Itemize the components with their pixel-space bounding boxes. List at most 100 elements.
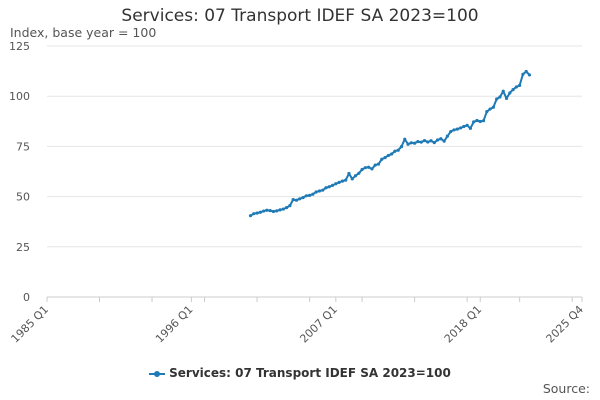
data-point[interactable] — [304, 194, 308, 198]
data-point[interactable] — [347, 171, 351, 176]
data-point[interactable] — [301, 196, 305, 200]
data-point[interactable] — [252, 212, 256, 216]
data-point[interactable] — [311, 192, 315, 196]
data-point[interactable] — [376, 162, 381, 166]
data-point[interactable] — [485, 110, 489, 114]
data-point[interactable] — [527, 73, 532, 77]
data-point[interactable] — [271, 209, 276, 214]
data-point[interactable] — [314, 190, 318, 194]
data-point[interactable] — [327, 185, 331, 189]
data-point[interactable] — [518, 83, 522, 87]
data-point[interactable] — [524, 69, 528, 74]
data-point[interactable] — [432, 140, 436, 145]
data-point[interactable] — [504, 96, 509, 101]
data-point[interactable] — [406, 142, 410, 146]
data-point[interactable] — [435, 138, 440, 142]
data-point[interactable] — [386, 153, 390, 158]
data-point[interactable] — [455, 127, 459, 131]
y-axis-label: Index, base year = 100 — [10, 25, 157, 40]
data-point[interactable] — [294, 198, 299, 202]
data-point[interactable] — [248, 214, 253, 218]
data-point[interactable] — [337, 180, 341, 184]
data-point[interactable] — [514, 85, 518, 89]
data-point[interactable] — [399, 145, 404, 149]
data-point[interactable] — [360, 167, 364, 172]
data-point[interactable] — [475, 118, 479, 123]
y-tick-label: 125 — [9, 40, 30, 53]
y-tick-label: 50 — [16, 191, 30, 204]
data-point[interactable] — [357, 171, 361, 175]
data-point[interactable] — [291, 198, 295, 202]
data-point[interactable] — [403, 137, 407, 141]
data-point[interactable] — [281, 207, 285, 211]
data-point[interactable] — [393, 149, 397, 153]
data-point[interactable] — [491, 105, 495, 109]
data-point[interactable] — [468, 126, 472, 130]
data-point[interactable] — [285, 206, 289, 210]
legend[interactable]: Services: 07 Transport IDEF SA 2023=100 — [0, 366, 600, 380]
data-point[interactable] — [409, 141, 413, 145]
series-line — [249, 70, 531, 217]
data-point[interactable] — [383, 156, 387, 160]
data-point[interactable] — [498, 95, 502, 99]
data-point[interactable] — [258, 210, 262, 214]
data-point[interactable] — [442, 139, 446, 143]
data-point[interactable] — [262, 209, 266, 213]
data-point[interactable] — [465, 123, 469, 127]
data-point[interactable] — [439, 137, 443, 141]
data-point[interactable] — [488, 107, 492, 111]
data-point[interactable] — [472, 120, 476, 124]
data-point[interactable] — [495, 97, 499, 101]
data-point[interactable] — [380, 157, 384, 161]
data-point[interactable] — [508, 91, 512, 95]
data-point[interactable] — [452, 128, 456, 132]
y-tick-label: 100 — [9, 90, 30, 103]
data-point[interactable] — [363, 166, 367, 170]
data-point[interactable] — [373, 163, 377, 167]
data-point[interactable] — [321, 188, 325, 192]
x-tick-label: 2007 Q1 — [297, 303, 340, 346]
data-point[interactable] — [324, 186, 328, 190]
data-point[interactable] — [449, 129, 453, 134]
data-point[interactable] — [330, 183, 335, 187]
data-point[interactable] — [390, 152, 394, 156]
data-point[interactable] — [317, 189, 322, 193]
data-point[interactable] — [413, 141, 417, 145]
data-point[interactable] — [396, 148, 400, 152]
data-point[interactable] — [367, 165, 371, 169]
chart-title: Services: 07 Transport IDEF SA 2023=100 — [121, 6, 479, 26]
data-point[interactable] — [278, 208, 282, 212]
x-tick-label: 1996 Q1 — [153, 303, 196, 346]
data-point[interactable] — [426, 140, 430, 144]
data-point[interactable] — [462, 124, 466, 129]
x-axis-ticks: 1985 Q1 1996 Q1 2007 Q1 2018 Q1 2025 Q4 — [9, 303, 587, 346]
data-point[interactable] — [340, 179, 344, 183]
data-point[interactable] — [307, 193, 312, 197]
data-point[interactable] — [521, 72, 525, 76]
legend-label: Services: 07 Transport IDEF SA 2023=100 — [169, 366, 451, 380]
data-point[interactable] — [344, 178, 348, 182]
data-point[interactable] — [416, 139, 420, 144]
data-point[interactable] — [458, 126, 463, 130]
x-tick-label: 2025 Q4 — [544, 303, 587, 346]
data-point[interactable] — [334, 182, 338, 186]
data-point[interactable] — [481, 119, 486, 123]
data-point[interactable] — [419, 140, 423, 144]
data-point[interactable] — [350, 177, 354, 181]
data-point[interactable] — [353, 174, 358, 178]
data-point[interactable] — [478, 119, 482, 124]
data-point[interactable] — [511, 87, 515, 92]
data-point[interactable] — [255, 211, 259, 215]
data-point[interactable] — [422, 138, 427, 143]
data-point[interactable] — [275, 209, 279, 213]
data-point[interactable] — [288, 204, 292, 208]
data-point[interactable] — [429, 139, 433, 143]
data-point[interactable] — [298, 197, 302, 201]
data-point[interactable] — [265, 208, 269, 212]
x-tick-label: 2018 Q1 — [442, 303, 485, 346]
y-tick-label: 25 — [16, 241, 30, 254]
data-point[interactable] — [445, 134, 450, 138]
data-point[interactable] — [268, 209, 272, 213]
data-point[interactable] — [370, 167, 374, 171]
data-point[interactable] — [501, 89, 505, 93]
